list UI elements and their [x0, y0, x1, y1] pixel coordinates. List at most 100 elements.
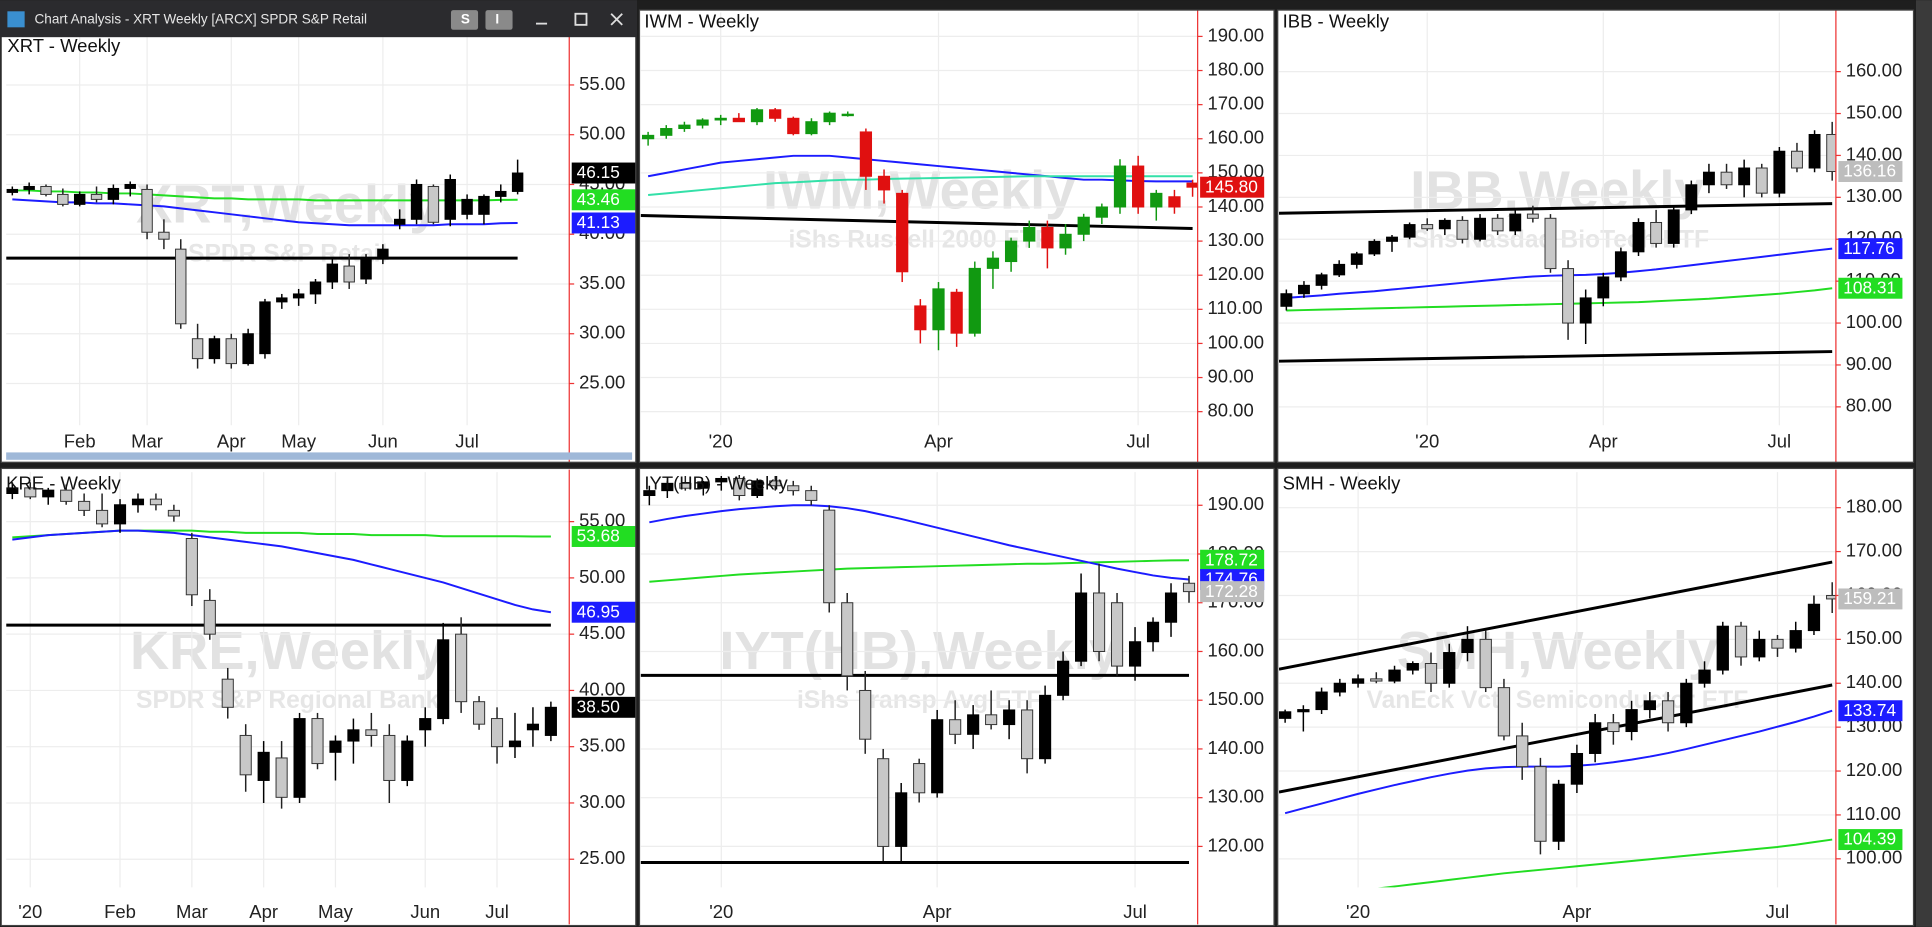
x-tick-label: Mar — [176, 901, 208, 922]
candle-body — [750, 109, 764, 123]
price-badge — [1838, 588, 1903, 610]
candle-body — [90, 193, 103, 200]
s-button[interactable] — [450, 10, 479, 30]
y-tick-label: 30.00 — [579, 791, 625, 812]
candle-body — [841, 602, 854, 677]
candle-body — [343, 265, 355, 283]
i-button-label[interactable]: I — [495, 12, 499, 27]
candle-body — [167, 509, 180, 517]
candle-body — [985, 714, 998, 726]
price-badge — [571, 601, 636, 623]
chart-title: IWM - Weekly — [644, 10, 759, 31]
y-tick-label: 190.00 — [1208, 24, 1264, 45]
candle-body — [895, 792, 908, 847]
chart-title: SMH - Weekly — [1283, 472, 1401, 493]
x-tick-label: Jul — [485, 901, 509, 922]
candle-body — [697, 481, 710, 489]
candle-body — [787, 485, 800, 492]
candle-body — [1041, 226, 1054, 249]
watermark: KRE,Weekly — [130, 621, 445, 681]
price-badge — [1200, 549, 1265, 571]
close-button[interactable] — [610, 13, 623, 26]
candle-body — [1113, 165, 1127, 208]
candle-body — [1077, 216, 1090, 235]
candle-body — [1738, 167, 1751, 186]
window-title: Chart Analysis - XRT Weekly [ARCX] SPDR … — [35, 12, 368, 27]
candle-body — [1625, 709, 1638, 733]
panel-background — [1277, 468, 1914, 926]
candle-body — [24, 487, 37, 498]
candle-body — [1562, 268, 1575, 324]
candle-body — [1789, 630, 1802, 649]
y-tick-label: 80.00 — [1208, 400, 1254, 421]
i-button[interactable] — [485, 10, 513, 30]
price-badge — [1838, 700, 1903, 722]
candle-body — [1315, 691, 1328, 711]
candle-body — [526, 723, 539, 731]
maximize-button[interactable] — [574, 12, 588, 26]
candle-body — [1186, 182, 1198, 188]
candle-body — [1698, 669, 1711, 684]
candle-body — [410, 183, 423, 220]
panel-frame — [1277, 9, 1915, 463]
candle-body — [149, 498, 162, 506]
candle-body — [326, 263, 339, 283]
candle-body — [1403, 224, 1416, 238]
candle-body — [914, 305, 927, 331]
y-tick-label: 130.00 — [1846, 185, 1903, 206]
y-tick-label: 190.00 — [1208, 493, 1264, 514]
y-tick-label: 35.00 — [579, 735, 625, 756]
x-tick-label: Jul — [1123, 901, 1147, 922]
candle-body — [1491, 217, 1504, 232]
candle-body — [1771, 638, 1784, 649]
candle-body — [73, 193, 86, 205]
candle-body — [347, 729, 360, 742]
trend-line — [640, 214, 1193, 230]
x-tick-label: Apr — [1589, 430, 1618, 451]
candle-body — [1716, 625, 1729, 671]
candle-body — [495, 190, 507, 197]
app-icon — [7, 11, 25, 28]
s-button-label[interactable]: S — [461, 12, 470, 27]
y-tick-label: 130.00 — [1208, 229, 1264, 250]
candle-body — [805, 121, 818, 135]
candle-body — [455, 633, 468, 703]
candle-body — [242, 333, 254, 365]
candle-body — [1128, 641, 1142, 667]
price-badge — [571, 696, 636, 718]
candle-body — [1534, 766, 1547, 842]
candle-body — [896, 192, 909, 273]
y-tick-label: 30.00 — [579, 322, 625, 343]
candle-body — [1516, 735, 1529, 768]
x-tick-label: '20 — [709, 901, 733, 922]
x-tick-label: '20 — [1415, 430, 1439, 451]
candle-body — [1370, 678, 1383, 682]
chart-title: IYT(HB) - Weekly — [644, 472, 788, 493]
candle-body — [661, 482, 674, 492]
y-tick-label: 45.00 — [579, 622, 625, 643]
moving-average-line — [1286, 287, 1833, 312]
candle-body — [175, 248, 187, 325]
plot-area — [640, 108, 1198, 351]
x-tick-label: Jul — [1766, 901, 1790, 922]
candle-body — [1650, 221, 1663, 244]
panel-background — [639, 10, 1275, 463]
candle-body — [394, 218, 406, 225]
y-tick-label: 120.00 — [1208, 834, 1264, 855]
y-tick-label: 25.00 — [579, 371, 625, 392]
candle-body — [1443, 652, 1456, 684]
price-badge-label: 38.50 — [577, 696, 620, 716]
panel-background — [639, 468, 1275, 926]
panel-frame — [0, 467, 637, 927]
x-tick-label: Apr — [923, 901, 952, 922]
y-tick-label: 130.00 — [1208, 786, 1264, 807]
scrollbar[interactable] — [6, 452, 633, 460]
candle-body — [1607, 722, 1620, 733]
y-tick-label: 50.00 — [579, 566, 625, 587]
candle-body — [859, 689, 872, 740]
candle-body — [1632, 221, 1645, 253]
plot-area — [1278, 121, 1836, 363]
candle-body — [859, 131, 873, 177]
price-badge-label: 136.16 — [1843, 161, 1896, 181]
